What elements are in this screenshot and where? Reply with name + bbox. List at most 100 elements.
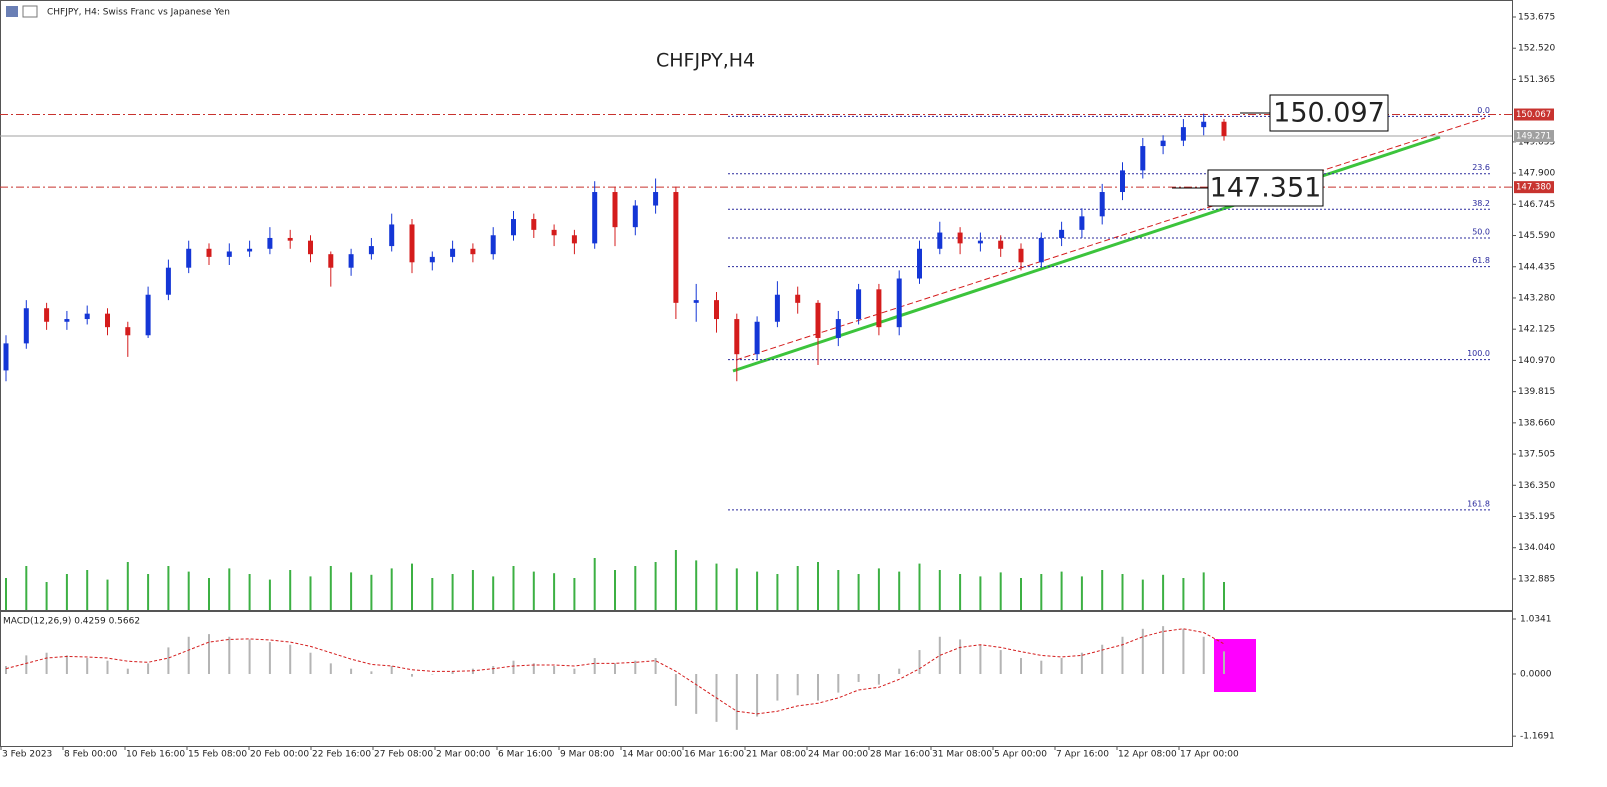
candle-body — [206, 248, 212, 257]
candle-body — [429, 256, 435, 263]
fib-label: 100.0 — [1467, 349, 1490, 358]
x-tick-label: 22 Feb 16:00 — [312, 750, 371, 760]
candle-body — [998, 240, 1004, 249]
y-tick-label: 139.815 — [1518, 387, 1555, 397]
icon — [6, 6, 18, 17]
macd-bar — [1182, 628, 1185, 674]
volume-bar — [573, 578, 576, 610]
y-tick-label: 136.350 — [1518, 481, 1555, 491]
x-tick-label: 5 Apr 00:00 — [994, 750, 1047, 760]
candle-body — [551, 229, 557, 236]
volume-bar — [654, 562, 657, 610]
chart-title: CHFJPY,H4 — [656, 50, 755, 72]
volume-bar — [86, 570, 89, 610]
candle-body — [1140, 146, 1146, 171]
volume-bar — [715, 563, 718, 610]
volume-bar — [1162, 574, 1165, 610]
volume-bar — [1080, 576, 1083, 610]
macd-bar — [918, 650, 921, 674]
macd-bar — [532, 663, 535, 674]
volume-bar — [837, 570, 840, 610]
candle-body — [247, 248, 253, 252]
volume-bar — [208, 578, 210, 610]
candle-body — [957, 232, 963, 244]
macd-bar — [350, 668, 353, 674]
candle-body — [734, 319, 740, 355]
candle-body — [490, 235, 496, 255]
volume-bar — [1141, 579, 1144, 610]
x-tick-label: 6 Mar 16:00 — [498, 750, 553, 760]
volume-bar — [634, 566, 637, 610]
candle-body — [23, 308, 29, 344]
volume-bar — [309, 576, 312, 610]
candle-body — [1120, 170, 1125, 193]
volume-bar — [1223, 582, 1225, 610]
volume-bar — [228, 568, 231, 610]
x-tick-label: 14 Mar 00:00 — [622, 750, 682, 760]
macd-bar — [999, 650, 1002, 674]
volume-bar — [147, 574, 150, 610]
candle-body — [308, 240, 313, 255]
candle-body — [592, 192, 598, 244]
macd-bar — [471, 668, 474, 674]
x-tick-label: 8 Feb 00:00 — [64, 750, 118, 760]
bid-tag — [1514, 130, 1554, 143]
macd-bar — [1223, 651, 1225, 674]
y-tick-label: 134.040 — [1518, 543, 1555, 553]
macd-bar — [1162, 626, 1165, 674]
candle-body — [511, 219, 516, 236]
volume-bar — [979, 576, 982, 610]
y-tick-label: 142.125 — [1518, 325, 1555, 335]
y-tick-label: 152.520 — [1518, 44, 1555, 54]
volume-bar — [877, 568, 880, 610]
candle-body — [653, 192, 659, 206]
macd-bar — [837, 673, 840, 693]
macd-bar — [147, 663, 150, 674]
fib-label: 38.2 — [1472, 199, 1490, 208]
level-label: 147.380 — [1516, 183, 1551, 193]
macd-bar — [634, 660, 637, 674]
y-tick-label: -1.1691 — [1520, 732, 1555, 742]
candle-body — [450, 248, 456, 257]
volume-bar — [370, 574, 373, 610]
macd-label: MACD(12,26,9) 0.4259 0.5662 — [3, 617, 140, 627]
y-tick-label: 138.660 — [1518, 418, 1555, 428]
candle-body — [774, 294, 780, 322]
y-tick-label: 147.900 — [1518, 169, 1555, 179]
x-tick-label: 24 Mar 00:00 — [808, 750, 868, 760]
highlight-box — [1214, 639, 1256, 692]
macd-bar — [817, 673, 819, 701]
volume-bar — [431, 578, 434, 610]
volume-bar — [248, 574, 251, 610]
x-tick-label: 28 Mar 16:00 — [870, 750, 930, 760]
macd-bar — [898, 668, 901, 674]
fib-label: 61.8 — [1472, 256, 1490, 265]
candle-body — [531, 219, 537, 230]
volume-bar — [593, 558, 596, 610]
y-tick-label: 153.675 — [1518, 13, 1555, 23]
macd-bar — [1101, 644, 1104, 674]
y-tick-label: 145.590 — [1518, 231, 1555, 241]
bid-label: 149.271 — [1516, 132, 1551, 142]
macd-bar — [370, 671, 373, 674]
macd-bar — [45, 652, 48, 674]
volume-bar — [553, 573, 556, 610]
candle-body — [1099, 192, 1105, 217]
annotation-box — [1207, 169, 1324, 207]
volume-bar — [45, 582, 48, 610]
volume-bar — [776, 574, 779, 610]
macd-bar — [390, 666, 393, 674]
candle-body — [287, 237, 293, 241]
volume-bar — [329, 566, 332, 610]
volume-bar — [1121, 574, 1124, 610]
y-tick-label: 149.055 — [1518, 137, 1555, 147]
volume-bar — [471, 570, 474, 610]
candle-body — [226, 251, 232, 257]
volume-bar — [1202, 572, 1205, 610]
header: CHFJPY, H4: Swiss Franc vs Japanese Yen — [47, 8, 230, 18]
fib-label: 161.8 — [1467, 499, 1490, 508]
candle-body — [368, 246, 374, 255]
candle-body — [977, 240, 983, 244]
volume-bar — [451, 574, 454, 610]
volume-bar — [999, 572, 1002, 610]
